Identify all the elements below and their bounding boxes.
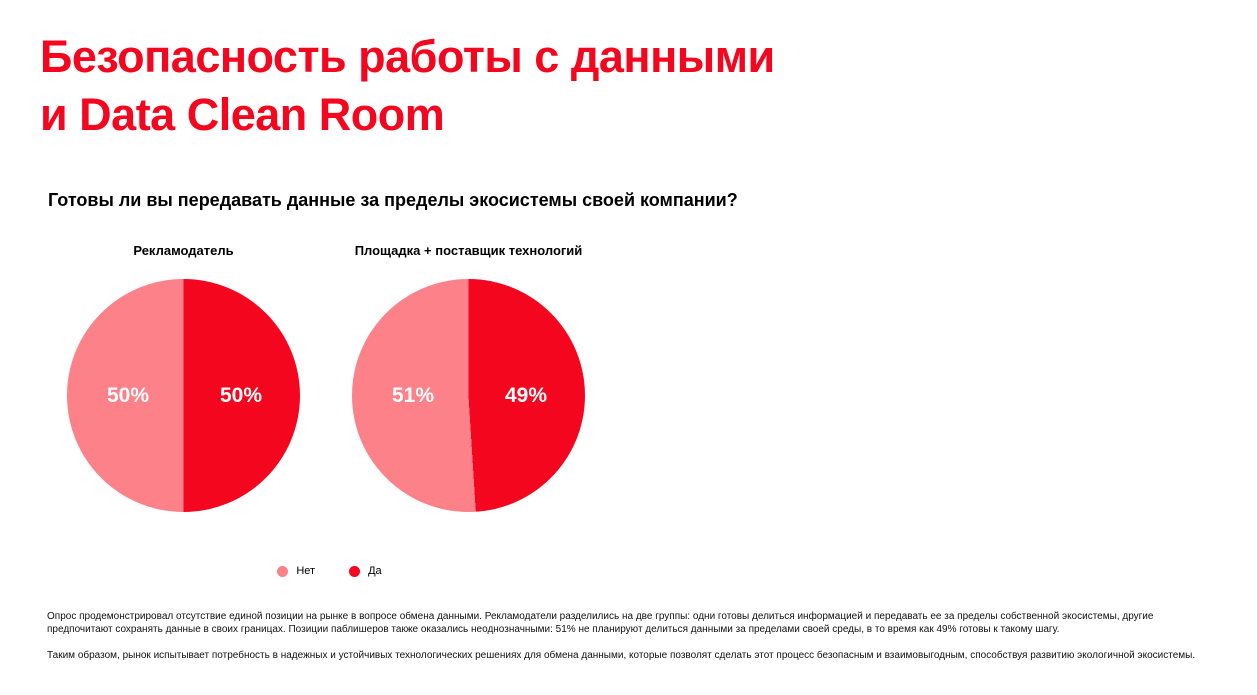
chart-title-publisher: Площадка + поставщик технологий [354,243,583,258]
legend-dot-da-icon [349,565,361,577]
footnote-conclusion: Таким образом, рынок испытывает потребно… [47,650,1196,661]
slice-label-da: 49% [504,384,548,407]
pie-chart-publisher: Площадка + поставщик технологий 51% 49% [352,243,585,512]
survey-question: Готовы ли вы передавать данные за предел… [48,190,738,210]
legend-label-net: Нет [296,565,316,577]
slice-label-net: 51% [391,384,435,407]
footnote-survey-summary: Опрос продемонстрировал отсутствие едино… [47,611,1154,635]
slice-label-da: 50% [219,384,263,407]
chart-title-advertiser: Рекламодатель [133,243,234,258]
pie-chart-advertiser: Рекламодатель 50% 50% [67,243,300,512]
page-title: Безопасность работы с данными и Data Cle… [40,31,775,140]
pie-publisher: 51% 49% [352,279,585,512]
legend-dot-net-icon [277,565,289,577]
legend-label-da: Да [368,565,382,577]
chart-legend: Нет Да [67,565,592,577]
legend-item-net: Нет [277,565,315,577]
pie-advertiser: 50% 50% [67,279,300,512]
legend-item-da: Да [349,565,382,577]
slice-label-net: 50% [106,384,150,407]
